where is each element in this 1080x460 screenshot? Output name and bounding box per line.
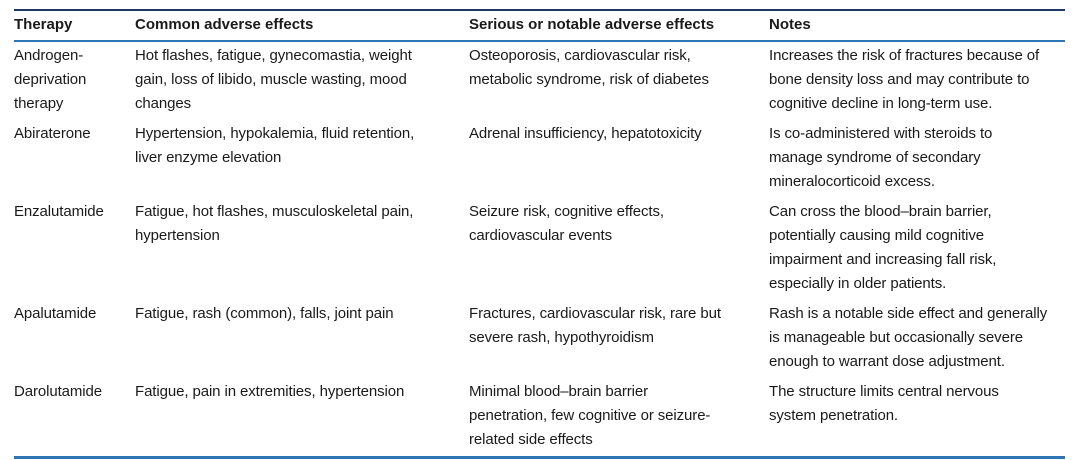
cell-notes: The structure limits central nervous sys…	[769, 383, 999, 424]
cell-common-adverse-effects: Hypertension, hypokalemia, fluid retenti…	[135, 125, 415, 166]
cell-therapy: Androgen- deprivation therapy	[14, 47, 87, 112]
cell-serious-adverse-effects: Fractures, cardiovascular risk, rare but…	[469, 305, 721, 346]
cell-serious-adverse-effects: Minimal blood–brain barrier penetration,…	[469, 383, 711, 448]
table-header-row: Therapy Common adverse effects Serious o…	[14, 10, 1065, 41]
cell-notes: Is co-administered with steroids to mana…	[769, 125, 993, 190]
table-row-enzalutamide: Enzalutamide Fatigue, hot flashes, muscu…	[14, 198, 1065, 300]
table-row-darolutamide: Darolutamide Fatigue, pain in extremitie…	[14, 378, 1065, 458]
column-header-common-adverse-effects: Common adverse effects	[135, 16, 314, 33]
cell-common-adverse-effects: Fatigue, rash (common), falls, joint pai…	[135, 305, 394, 322]
adverse-effects-table: Therapy Common adverse effects Serious o…	[14, 9, 1065, 459]
cell-therapy: Abiraterone	[14, 125, 91, 142]
table-row-apalutamide: Apalutamide Fatigue, rash (common), fall…	[14, 300, 1065, 378]
cell-notes: Can cross the blood–brain barrier, poten…	[769, 203, 997, 292]
table-row-androgen-deprivation-therapy: Androgen- deprivation therapy Hot flashe…	[14, 41, 1065, 120]
cell-common-adverse-effects: Fatigue, hot flashes, musculoskeletal pa…	[135, 203, 414, 244]
cell-therapy: Darolutamide	[14, 383, 103, 400]
cell-serious-adverse-effects: Osteoporosis, cardiovascular risk, metab…	[469, 47, 709, 88]
cell-notes: Rash is a notable side effect and genera…	[769, 305, 1048, 370]
column-header-notes: Notes	[769, 16, 811, 33]
table-row-abiraterone: Abiraterone Hypertension, hypokalemia, f…	[14, 120, 1065, 198]
cell-serious-adverse-effects: Adrenal insufficiency, hepatotoxicity	[469, 125, 702, 142]
column-header-therapy: Therapy	[14, 16, 73, 33]
cell-therapy: Apalutamide	[14, 305, 97, 322]
cell-common-adverse-effects: Fatigue, pain in extremities, hypertensi…	[135, 383, 405, 400]
cell-serious-adverse-effects: Seizure risk, cognitive effects, cardiov…	[469, 203, 664, 244]
cell-therapy: Enzalutamide	[14, 203, 104, 220]
cell-notes: Increases the risk of fractures because …	[769, 47, 1040, 112]
cell-common-adverse-effects: Hot flashes, fatigue, gynecomastia, weig…	[135, 47, 412, 112]
column-header-serious-adverse-effects: Serious or notable adverse effects	[469, 16, 715, 33]
